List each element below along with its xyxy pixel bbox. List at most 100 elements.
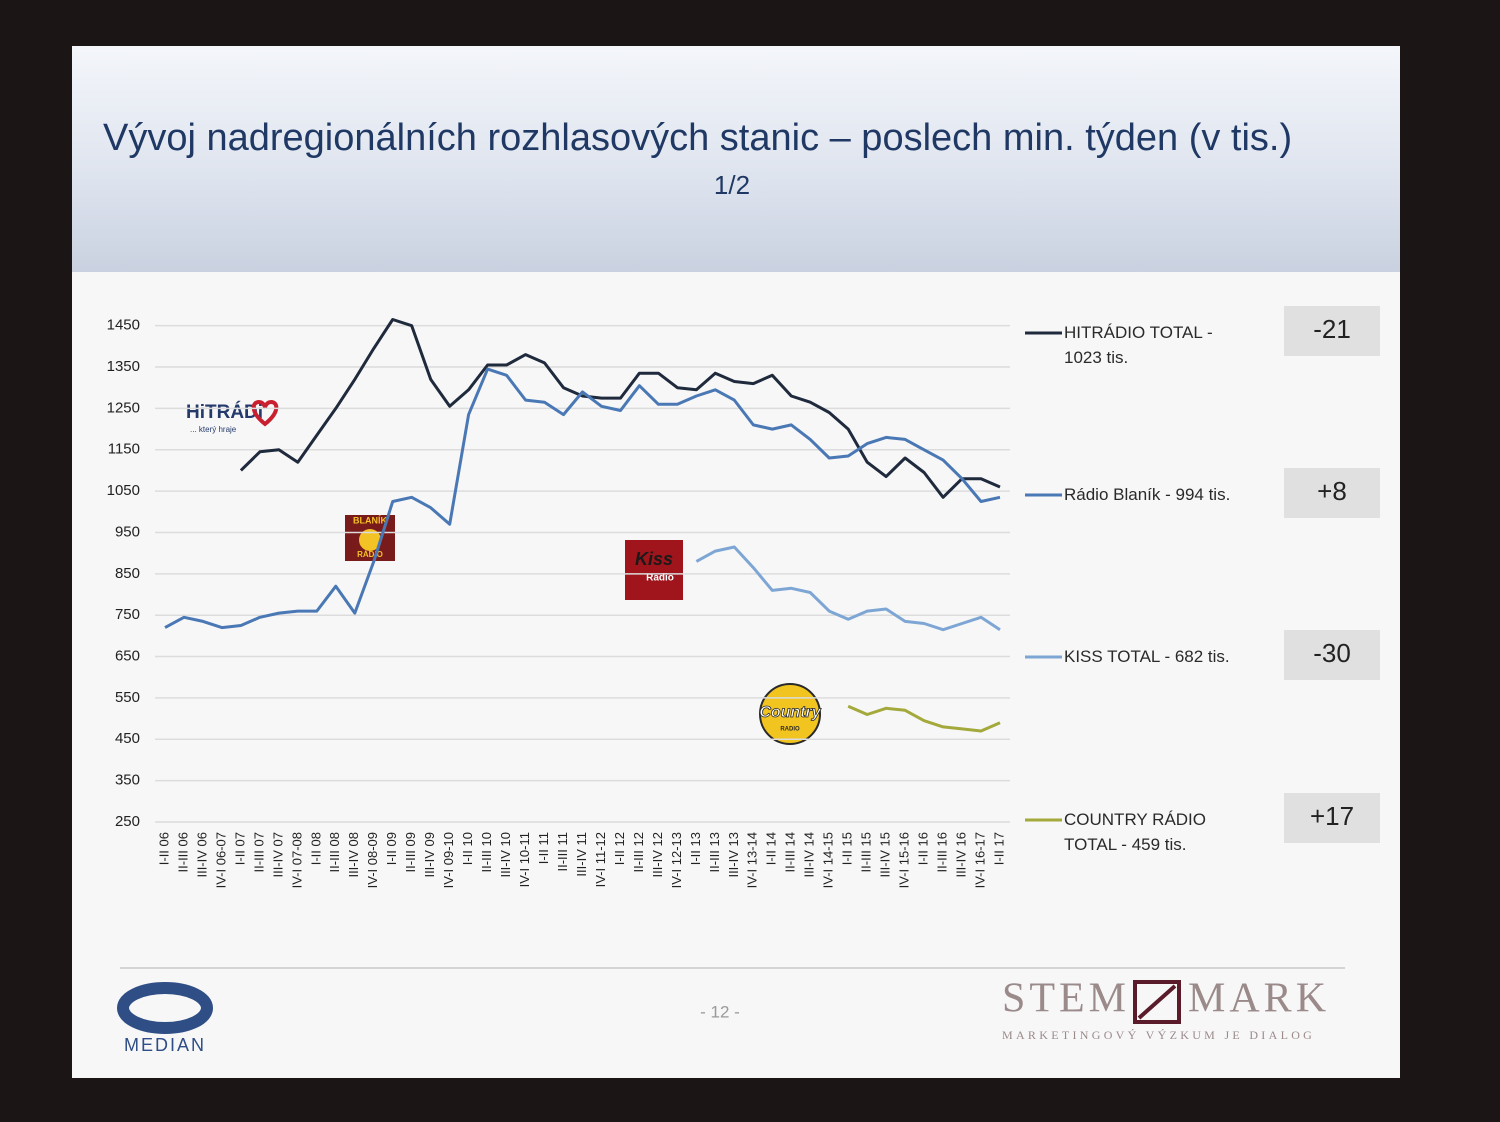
chart-subtitle: 1/2 [714, 170, 750, 200]
logo-ring [117, 982, 213, 1034]
y-tick-label: 1150 [108, 441, 140, 458]
x-tick-label: III-IV 15 [878, 832, 893, 878]
x-tick-label: IV-I 06-07 [213, 832, 228, 888]
x-tick-label: I-II 09 [384, 832, 399, 865]
legend-label: COUNTRY RÁDIO TOTAL - 459 tis. [1064, 810, 1207, 854]
logo-slash [1137, 984, 1177, 1020]
logo-text: MEDIAN [124, 1035, 206, 1055]
change-label: +8 [1317, 476, 1347, 506]
change-label: -30 [1313, 638, 1351, 668]
legend-label: HITRÁDIO TOTAL - 1023 tis. [1064, 323, 1213, 367]
x-tick-label: IV-I 14-15 [821, 832, 836, 888]
x-tick-label: II-III 08 [327, 832, 342, 872]
logo-tagline: MARKETINGOVÝ VÝZKUM JE DIALOG [1002, 1028, 1315, 1042]
logo-text: MARK [1188, 976, 1330, 1022]
country-logo: Country RADIO [759, 683, 822, 745]
x-tick-label: III-IV 12 [650, 832, 665, 878]
logo-text: Kiss [635, 549, 673, 569]
logo-sun [359, 529, 381, 551]
x-tick-label: III-IV 10 [498, 832, 513, 878]
x-tick-label: I-II 17 [991, 832, 1006, 865]
x-tick-label: II-III 14 [783, 832, 798, 872]
x-tick-label: I-II 11 [536, 832, 551, 864]
y-tick-label: 850 [115, 565, 140, 582]
y-tick-label: 250 [115, 813, 140, 830]
logo-tagline: ... který hraje [190, 425, 237, 434]
x-tick-label: IV-I 13-14 [745, 832, 760, 888]
x-tick-label: I-II 10 [460, 832, 475, 865]
x-tick-label: III-IV 14 [802, 832, 817, 878]
y-tick-label: 450 [115, 730, 140, 747]
logo-text: RÁDIO [357, 550, 383, 559]
logo-text: RADIO [780, 727, 800, 733]
x-tick-label: IV-I 08-09 [365, 832, 380, 888]
change-box [1284, 306, 1380, 356]
logo-text: Country [759, 704, 821, 721]
x-tick-label: IV-I 07-08 [289, 832, 304, 888]
x-tick-label: III-IV 06 [194, 832, 209, 878]
x-tick-label: II-III 16 [935, 832, 950, 872]
x-tick-label: II-III 11 [555, 832, 570, 872]
slide-header [72, 46, 1400, 272]
x-tick-label: IV-I 09-10 [441, 832, 456, 888]
series-line [847, 704, 1001, 733]
kiss-logo: Kiss Radio [625, 540, 683, 600]
x-tick-label: I-II 08 [308, 832, 323, 865]
change-label: -21 [1313, 314, 1351, 344]
y-tick-label: 1450 [107, 317, 140, 334]
x-tick-label: II-III 15 [859, 832, 874, 872]
logo-text: BLANÍK [353, 515, 387, 525]
y-tick-label: 350 [115, 772, 140, 789]
change-box [1284, 630, 1380, 680]
y-tick-label: 550 [115, 689, 140, 706]
x-tick-label: IV-I 16-17 [972, 832, 987, 888]
y-tick-label: 750 [115, 606, 140, 623]
change-box [1284, 468, 1380, 518]
x-tick-label: II-III 06 [175, 832, 190, 872]
y-tick-label: 650 [115, 648, 140, 665]
x-tick-label: II-III 09 [403, 832, 418, 872]
y-tick-label: 1050 [107, 482, 140, 499]
x-tick-label: IV-I 15-16 [897, 832, 912, 888]
x-tick-label: II-III 10 [479, 832, 494, 872]
logo-text: STEM [1002, 976, 1130, 1022]
y-tick-label: 950 [115, 523, 140, 540]
x-tick-label: I-II 13 [688, 832, 703, 865]
change-label: +17 [1310, 801, 1354, 831]
chart-title: Vývoj nadregionálních rozhlasových stani… [103, 117, 1292, 159]
x-tick-label: IV-I 10-11 [517, 832, 532, 887]
x-tick-label: I-II 12 [612, 832, 627, 865]
x-tick-label: I-II 06 [156, 832, 171, 865]
logo-text: Radio [646, 573, 674, 584]
x-tick-label: I-II 07 [232, 832, 247, 865]
x-tick-label: III-IV 11 [574, 832, 589, 877]
stemmark-logo: STEM MARK MARKETINGOVÝ VÝZKUM JE DIALOG [1002, 976, 1330, 1042]
logo-text: HiTRÁDi [186, 401, 263, 423]
x-tick-label: III-IV 09 [422, 832, 437, 878]
y-tick-label: 1250 [107, 399, 140, 416]
median-logo: MEDIAN [117, 982, 213, 1055]
x-tick-label: III-IV 13 [726, 832, 741, 878]
legend-label: KISS TOTAL - 682 tis. [1064, 647, 1230, 666]
x-tick-label: II-III 07 [251, 832, 266, 872]
x-tick-label: I-II 14 [764, 832, 779, 865]
x-tick-label: I-II 15 [840, 832, 855, 865]
x-tick-label: III-IV 08 [346, 832, 361, 878]
x-tick-label: III-IV 16 [953, 832, 968, 878]
x-tick-label: II-III 13 [707, 832, 722, 872]
y-tick-label: 1350 [107, 358, 140, 375]
logo-circle [759, 683, 821, 745]
change-box [1284, 793, 1380, 843]
page-number: - 12 - [700, 1002, 740, 1021]
logo-box [1133, 980, 1181, 1024]
x-tick-label: I-II 16 [916, 832, 931, 865]
series-line [695, 545, 1001, 632]
x-tick-label: IV-I 12-13 [669, 832, 684, 888]
x-tick-label: II-III 12 [631, 832, 646, 872]
series-line [239, 318, 1001, 499]
series-line [164, 367, 1001, 630]
legend-label: Rádio Blaník - 994 tis. [1064, 485, 1231, 504]
logo-box [625, 540, 683, 600]
